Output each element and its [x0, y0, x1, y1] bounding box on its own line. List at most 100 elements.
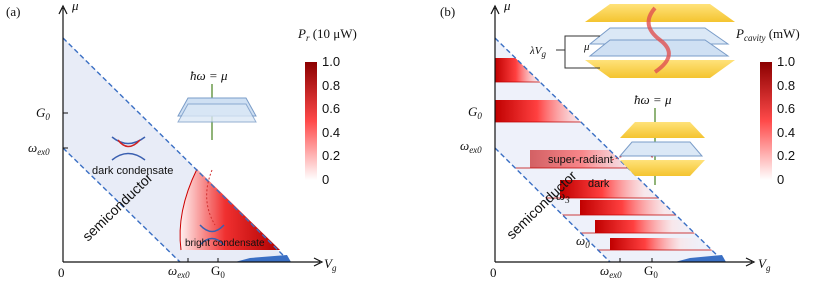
symbol: V: [758, 256, 768, 271]
colorbar-label: Pcavity (mW): [735, 26, 800, 43]
condition: ħω = μ: [634, 92, 672, 107]
colorbar-tick: 1.0: [777, 54, 795, 69]
x-axis-label: Vg: [758, 256, 771, 273]
region-label: bright condensate: [185, 238, 265, 249]
x-tick-label: G0: [644, 263, 658, 280]
y-tick-label: ωex0: [460, 138, 482, 155]
lattice-plate: [618, 141, 704, 157]
unit: (mW): [765, 26, 799, 41]
lower-boundary: [62, 147, 181, 263]
origin-label: 0: [490, 265, 497, 280]
band: [610, 238, 710, 250]
symbol: λV: [529, 45, 543, 57]
arrow: [206, 169, 216, 226]
lattice-plate: [588, 39, 730, 57]
origin-label: 0: [58, 265, 65, 280]
band: [560, 180, 680, 198]
region-label: dark: [588, 178, 610, 190]
symbol: ω: [576, 233, 585, 248]
colorbar-tick: 0.2: [777, 148, 795, 163]
colorbar-tick: 0.4: [322, 125, 340, 140]
colorbar-tick: 0.6: [322, 101, 340, 116]
lattice-plate: [177, 103, 257, 123]
panel-label: (a): [6, 4, 20, 19]
symbol: V: [324, 256, 334, 271]
region-label: dark condensate: [92, 165, 173, 177]
band: [495, 100, 615, 122]
mirror: [620, 122, 705, 138]
symbol: ω: [168, 263, 177, 278]
circuit: [556, 35, 600, 69]
region-label: super-radiant: [548, 154, 613, 166]
symbol: G: [468, 104, 478, 119]
upper-boundary: [62, 37, 291, 263]
x-tick-label: ωex0: [600, 263, 622, 280]
panel-label: (b): [440, 4, 455, 19]
y-tick-label: ωex0: [28, 140, 50, 157]
colorbar-tick: 1.0: [322, 54, 340, 69]
colorbar-tick: 0: [777, 172, 784, 187]
lower-boundary: [494, 147, 611, 263]
subscript: g: [541, 49, 546, 59]
colorbar-tick: 0.2: [322, 148, 340, 163]
subscript: ex0: [469, 145, 482, 155]
dispersion-icon: [199, 224, 225, 246]
unit: (10 μW): [309, 26, 356, 41]
subscript: g: [766, 263, 771, 273]
colorbar-tick: 0.4: [777, 125, 795, 140]
y-axis-label: μ: [71, 0, 79, 13]
axes: [490, 4, 756, 267]
x-tick-label: ωex0: [168, 263, 190, 280]
symbol: P: [735, 26, 744, 41]
subscript: 3: [564, 195, 570, 205]
subscript: ex0: [177, 270, 190, 280]
colorbar-label: Pr (10 μW): [297, 26, 357, 43]
y-tick-label: G0: [468, 104, 482, 121]
bright-boundary: [179, 168, 198, 251]
blue-corner: [235, 255, 291, 262]
symbol: P: [297, 26, 306, 41]
colorbar: [305, 62, 317, 180]
level-label: ω3: [556, 188, 570, 205]
colorbar-ticks: 1.0 0.8 0.6 0.4 0.2 0: [777, 54, 795, 187]
dispersion-icon: [111, 136, 146, 161]
subscript: 0: [45, 112, 50, 122]
band: [595, 220, 705, 233]
subscript: ex0: [609, 270, 622, 280]
circuit-label: μ: [583, 41, 590, 53]
subscript: 0: [585, 240, 590, 250]
colorbar: [760, 62, 772, 180]
y-axis-label: μ: [503, 0, 511, 13]
subscript: g: [332, 263, 337, 273]
subscript: r: [306, 33, 310, 43]
subscript: 0: [477, 111, 482, 121]
colorbar-tick: 0.6: [777, 101, 795, 116]
mirror: [620, 160, 705, 176]
blue-corner: [675, 255, 726, 262]
level-label: ω0: [576, 233, 590, 250]
symbol: G: [211, 263, 220, 278]
band: [580, 200, 700, 215]
symbol: G: [644, 263, 653, 278]
panel-b: (b) μ Vg 0 G0 ωex0 ωex0 G0 super-radiant…: [440, 0, 800, 280]
arrow: [611, 154, 656, 161]
upper-boundary: [494, 37, 725, 263]
symbol: ω: [556, 188, 565, 203]
subscript: 0: [220, 270, 225, 280]
condition: ħω = μ: [190, 68, 228, 83]
subscript: 0: [653, 270, 658, 280]
symbol: ω: [28, 140, 37, 155]
photon: [646, 6, 671, 74]
band: [495, 58, 555, 82]
subscript: cavity: [744, 33, 766, 43]
mirror: [585, 4, 735, 22]
colorbar-tick: 0: [322, 172, 329, 187]
symbol: ω: [460, 138, 469, 153]
x-axis-label: Vg: [324, 256, 337, 273]
colorbar-ticks: 1.0 0.8 0.6 0.4 0.2 0: [322, 54, 340, 187]
axes: [58, 4, 324, 267]
dispersion-icon: [117, 139, 141, 148]
colorbar-tick: 0.8: [322, 78, 340, 93]
circuit-label: λVg: [529, 45, 546, 59]
